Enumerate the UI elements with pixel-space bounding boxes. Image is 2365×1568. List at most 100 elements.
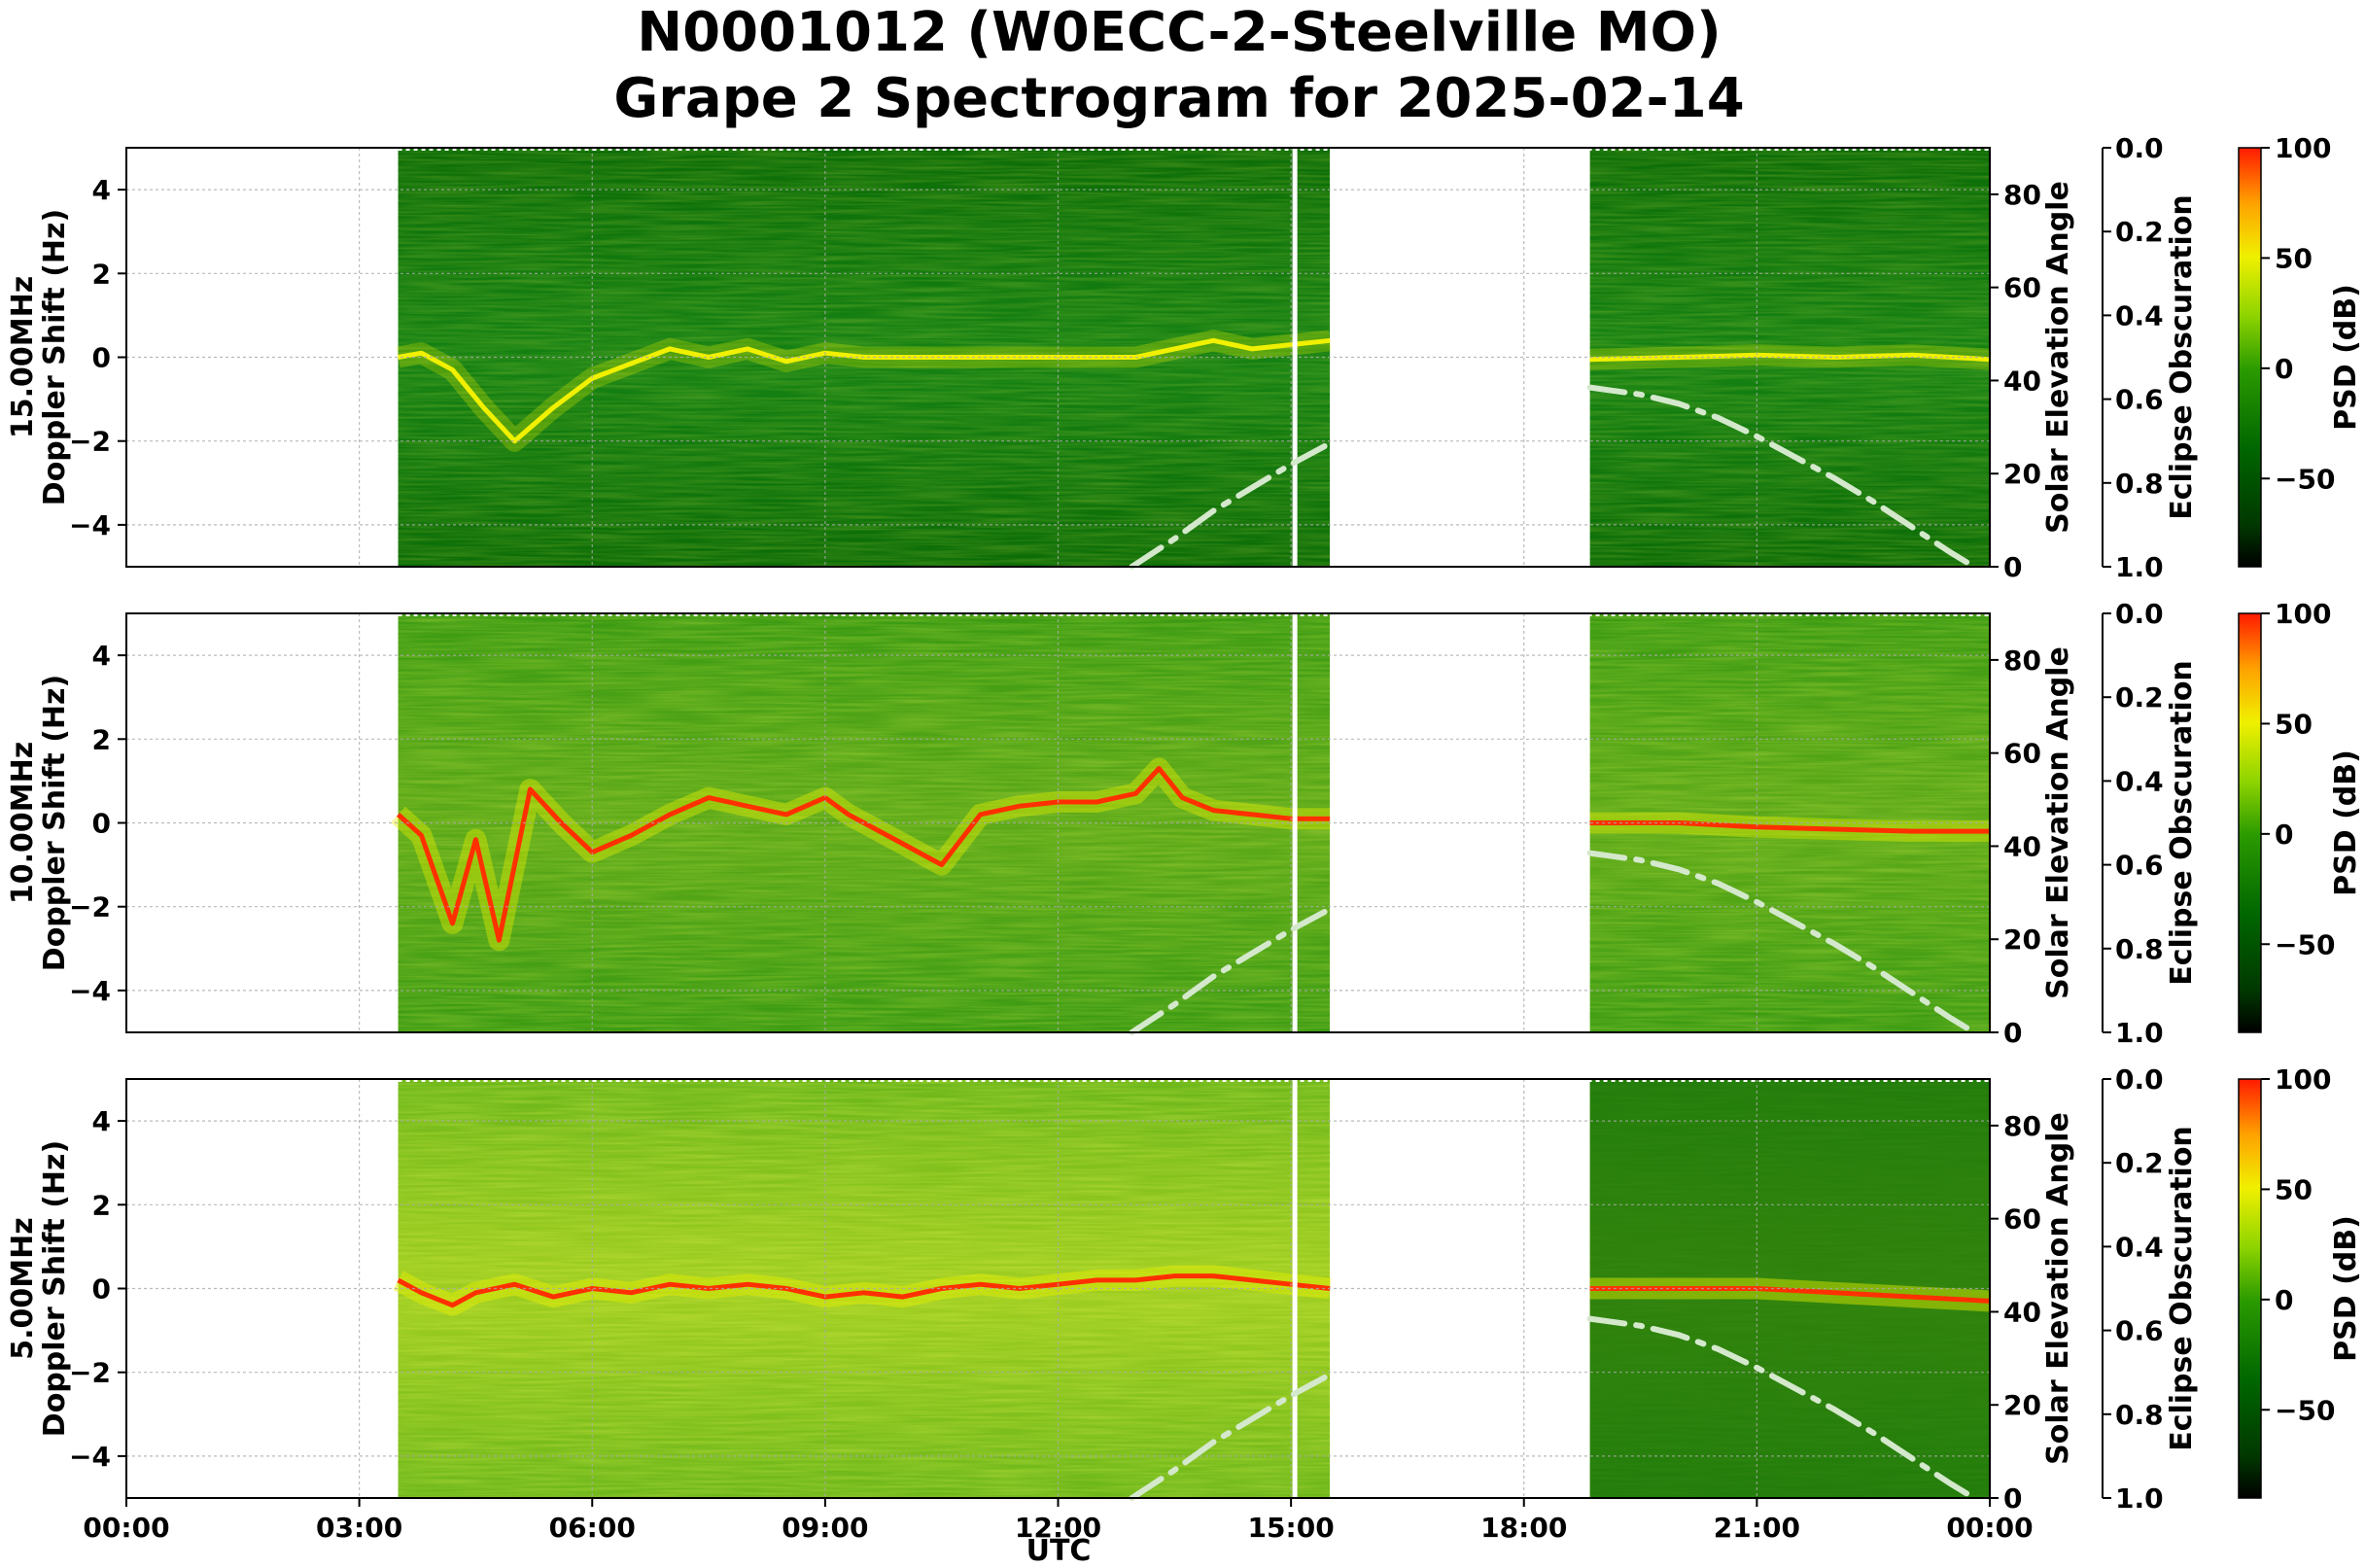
eclipse-tick-label: 0.2	[2115, 1147, 2164, 1179]
solar-elevation-label: Solar Elevation Angle	[2041, 1112, 2075, 1465]
eclipse-tick-label: 0.8	[2115, 933, 2164, 965]
y-tick-label: 0	[92, 808, 111, 840]
y-tick-label: 4	[92, 174, 111, 206]
y-tick-label: 0	[92, 342, 111, 374]
colorbar	[2238, 147, 2262, 568]
x-tick-label: 00:00	[83, 1512, 169, 1544]
y2-tick-label: 40	[2003, 365, 2041, 397]
eclipse-tick-label: 0.8	[2115, 468, 2164, 500]
eclipse-tick-label: 0.0	[2115, 1063, 2164, 1096]
y2-tick-label: 40	[2003, 1296, 2041, 1328]
solar-elevation-curve	[1586, 384, 1977, 570]
y-tick-label: 0	[92, 1273, 111, 1306]
frequency-label: 5.00MHz	[6, 1217, 40, 1359]
colorbar-tick-label: −50	[2275, 1394, 2335, 1426]
y-tick-label: −2	[69, 426, 111, 458]
colorbar-tick-label: 50	[2275, 708, 2313, 740]
x-tick-label: 21:00	[1714, 1512, 1800, 1544]
solar-elevation-curve	[1586, 1315, 1977, 1501]
y2-tick-label: 0	[2003, 551, 2022, 583]
colorbar-tick-label: 0	[2275, 353, 2293, 385]
y2-tick-label: 60	[2003, 1203, 2041, 1236]
colorbar-tick-label: 50	[2275, 242, 2313, 274]
frequency-label: 15.00MHz	[6, 276, 40, 438]
y-tick-label: −2	[69, 891, 111, 923]
y-tick-label: −4	[69, 509, 111, 541]
colorbar-tick-label: −50	[2275, 928, 2335, 960]
x-tick-label: 09:00	[782, 1512, 868, 1544]
x-tick-label: 18:00	[1480, 1512, 1567, 1544]
y-tick-label: 2	[92, 723, 111, 755]
x-tick-label: 00:00	[1946, 1512, 2033, 1544]
y-tick-label: −2	[69, 1357, 111, 1389]
eclipse-tick-label: 0.8	[2115, 1399, 2164, 1431]
y2-tick-label: 0	[2003, 1017, 2022, 1049]
y2-tick-label: 20	[2003, 1389, 2041, 1421]
y-tick-label: −4	[69, 1441, 111, 1473]
colorbar	[2238, 612, 2262, 1033]
eclipse-tick-label: 0.4	[2115, 765, 2164, 797]
doppler-trace	[1589, 352, 1991, 363]
eclipse-obscuration-label: Eclipse Obscuration	[2165, 660, 2199, 986]
x-axis: 00:00 03:00 06:00 09:00 12:00 15:00 18:00 21:00…	[83, 1498, 2034, 1544]
chart-title-line-2: Grape 2 Spectrogram for 2025-02-14	[613, 67, 1744, 130]
y-tick-label: 2	[92, 258, 111, 290]
eclipse-tick-label: 0.4	[2115, 1231, 2164, 1263]
solar-elevation-curve	[1129, 440, 1334, 570]
colorbar-tick-label: 0	[2275, 1284, 2293, 1316]
solar-elevation-curve	[1129, 906, 1334, 1035]
solar-elevation-curve	[1129, 1372, 1334, 1501]
solar-elevation-curve	[1586, 850, 1977, 1035]
eclipse-tick-label: 0.2	[2115, 216, 2164, 248]
y2-tick-label: 60	[2003, 738, 2041, 770]
colorbar-tick-label: 50	[2275, 1173, 2313, 1205]
y-tick-label: 4	[92, 640, 111, 672]
colorbar-tick-label: −50	[2275, 463, 2335, 495]
eclipse-tick-label: 0.0	[2115, 132, 2164, 164]
y-tick-label: −4	[69, 975, 111, 1007]
eclipse-tick-label: 0.2	[2115, 681, 2164, 714]
eclipse-obscuration-label: Eclipse Obscuration	[2165, 194, 2199, 520]
x-tick-label: 15:00	[1248, 1512, 1335, 1544]
frequency-label: 10.00MHz	[6, 742, 40, 904]
colorbar-tick-label: 100	[2275, 598, 2331, 630]
doppler-trace	[398, 337, 1331, 444]
doppler-axis-label: Doppler Shift (Hz)	[38, 1140, 72, 1437]
colorbar-label: PSD (dB)	[2329, 284, 2363, 431]
colorbar-label: PSD (dB)	[2329, 749, 2363, 896]
eclipse-obscuration-label: Eclipse Obscuration	[2165, 1126, 2199, 1451]
y2-tick-label: 80	[2003, 645, 2041, 677]
chart-title-line-1: N0001012 (W0ECC-2-Steelville MO)	[637, 1, 1721, 64]
colorbar-tick-label: 0	[2275, 819, 2293, 851]
eclipse-tick-label: 0.6	[2115, 1315, 2164, 1347]
eclipse-tick-label: 0.0	[2115, 598, 2164, 630]
y-tick-label: 4	[92, 1105, 111, 1137]
solar-elevation-label: Solar Elevation Angle	[2041, 646, 2075, 999]
doppler-trace	[1589, 1286, 1991, 1304]
colorbar-tick-label: 100	[2275, 132, 2331, 164]
x-axis-label: UTC	[1026, 1534, 1092, 1568]
eclipse-tick-label: 1.0	[2115, 551, 2164, 583]
eclipse-tick-label: 1.0	[2115, 1482, 2164, 1515]
y-tick-label: 2	[92, 1189, 111, 1221]
colorbar-tick-label: 100	[2275, 1063, 2331, 1096]
colorbar-label: PSD (dB)	[2329, 1215, 2363, 1362]
colorbar	[2238, 1078, 2262, 1499]
y2-tick-label: 20	[2003, 923, 2041, 956]
y2-tick-label: 60	[2003, 272, 2041, 304]
y2-tick-label: 20	[2003, 458, 2041, 490]
doppler-trace	[1589, 820, 1990, 834]
doppler-trace	[396, 766, 1331, 943]
y2-tick-label: 40	[2003, 830, 2041, 862]
doppler-axis-label: Doppler Shift (Hz)	[38, 209, 72, 505]
y2-tick-label: 0	[2003, 1482, 2022, 1515]
x-tick-label: 12:00	[1015, 1512, 1101, 1544]
eclipse-tick-label: 0.4	[2115, 299, 2164, 331]
y2-tick-label: 80	[2003, 179, 2041, 211]
eclipse-tick-label: 0.6	[2115, 850, 2164, 882]
